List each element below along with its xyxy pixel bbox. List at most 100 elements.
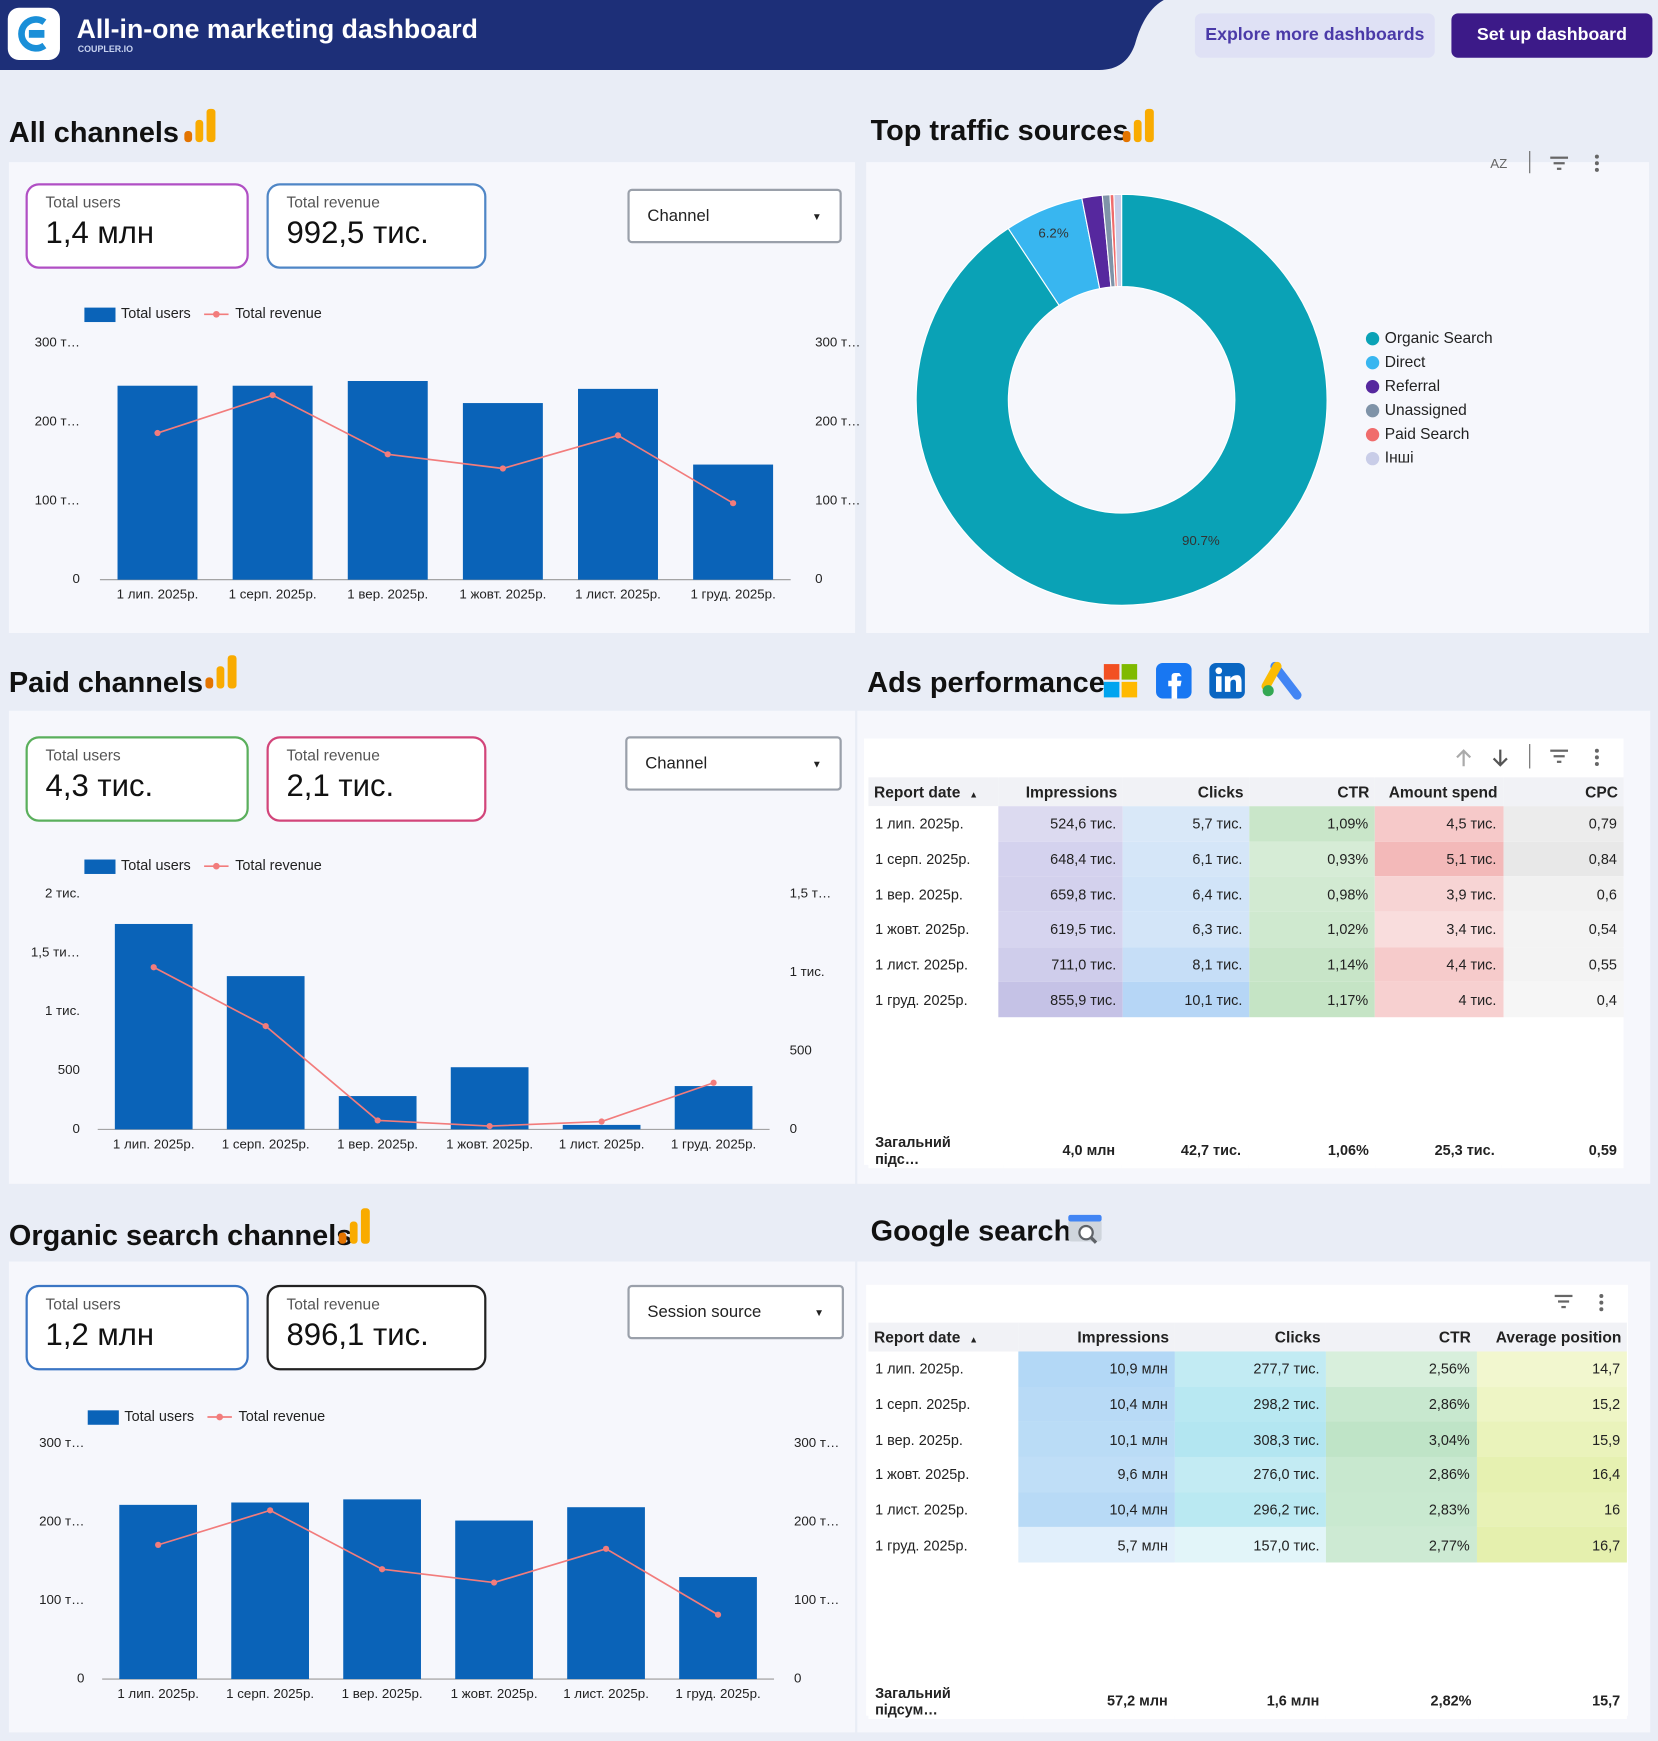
legend-swatch <box>213 310 220 318</box>
kpi-label: Total users <box>45 193 121 211</box>
column-header: Amount spend <box>1374 777 1504 807</box>
legend-swatch <box>1365 380 1380 394</box>
dropdown[interactable]: Channel ▼ <box>625 736 842 791</box>
kpi-label: Total revenue <box>286 1294 380 1313</box>
legend-label: Unassigned <box>1385 402 1467 419</box>
table-cell: 619,5 тис. <box>998 911 1123 947</box>
table-cell: 2,86% <box>1326 1386 1477 1422</box>
table-cell: 524,6 тис. <box>998 806 1123 842</box>
kpi-card: Total revenue 992,5 тис. <box>266 183 487 269</box>
x-tick-label: 1 лист. 2025р. <box>559 1136 645 1151</box>
bar <box>455 1520 533 1680</box>
y-tick-label: 500 <box>790 1042 812 1057</box>
x-tick-label: 1 вер. 2025р. <box>347 587 428 602</box>
bar <box>462 403 543 580</box>
x-tick-label: 1 лип. 2025р. <box>117 587 199 602</box>
setup-button[interactable]: Set up dashboard <box>1451 13 1653 58</box>
line-point <box>155 1541 162 1548</box>
column-header: Report date ▲ <box>868 1322 1019 1352</box>
total-cell: 1,6 млн <box>1174 1683 1327 1719</box>
section-title: Google search <box>870 1213 1072 1248</box>
y-tick-label: 100 т… <box>35 492 80 507</box>
header-bar <box>0 0 1164 70</box>
pie-slice <box>915 193 1328 606</box>
legend-swatch <box>1365 332 1380 346</box>
table-cell: 308,3 тис. <box>1174 1421 1327 1458</box>
bar <box>567 1507 645 1680</box>
table-cell: 1 вер. 2025р. <box>868 876 999 912</box>
total-cell: 57,2 млн <box>1023 1683 1175 1719</box>
header-text: Clicks <box>1197 782 1244 801</box>
x-tick-label: 1 лист. 2025р. <box>575 587 661 602</box>
table-cell: 10,1 млн <box>1018 1421 1175 1458</box>
header-row: Report date ▲ Impressions Clicks CTR Amount s… <box>868 777 1624 807</box>
column-header: Impressions <box>1018 1322 1175 1352</box>
y-tick-label: 300 т… <box>794 1435 839 1450</box>
table-cell: 5,1 тис. <box>1374 841 1504 877</box>
table-cell: 3,4 тис. <box>1374 911 1504 947</box>
column-header: Impressions <box>998 777 1123 807</box>
slice-label: 90.7% <box>1182 533 1220 548</box>
column-header: CPC <box>1503 777 1624 807</box>
table-cell: 276,0 тис. <box>1174 1457 1327 1493</box>
y-tick-label: 0 <box>815 571 822 586</box>
table-cell: 8,1 тис. <box>1122 946 1250 983</box>
bar <box>674 1086 753 1130</box>
table-cell: 1 груд. 2025р. <box>868 1527 1019 1563</box>
y-tick-label: 200 т… <box>815 414 860 429</box>
line-point <box>486 1122 493 1130</box>
total-cell: 0,59 <box>1501 1132 1624 1168</box>
line-point <box>374 1117 381 1124</box>
table-row: 1 лист. 2025р. 10,4 млн 296,2 тис. 2,83% 16 <box>868 1492 1627 1528</box>
dropdown[interactable]: Session source ▼ <box>627 1284 844 1340</box>
sort-arrow: ▲ <box>969 1334 979 1345</box>
bar <box>232 385 313 580</box>
kpi-value: 4,3 тис. <box>45 768 154 803</box>
data-table: Report date ▲ Impressions Clicks CTR Average … <box>868 1322 1627 1563</box>
kpi-value: 2,1 тис. <box>286 768 395 803</box>
line-point <box>154 429 161 437</box>
table-cell: 0,6 <box>1503 876 1624 912</box>
table-row: 1 груд. 2025р. 855,9 тис. 10,1 тис. 1,17% 4 … <box>868 982 1624 1018</box>
explore-button[interactable]: Explore more dashboards <box>1194 13 1435 58</box>
table-cell: 4,4 тис. <box>1374 946 1504 983</box>
table-row: 1 серп. 2025р. 648,4 тис. 6,1 тис. 0,93% 5,1… <box>868 841 1624 877</box>
dropdown[interactable]: Channel ▼ <box>627 188 842 244</box>
table-cell: 0,4 <box>1503 982 1624 1018</box>
dropdown-caret: ▼ <box>811 757 822 770</box>
table-cell: 2,77% <box>1326 1527 1477 1563</box>
x-tick-label: 1 вер. 2025р. <box>342 1686 423 1701</box>
x-tick-label: 1 жовт. 2025р. <box>451 1686 538 1701</box>
table-cell: 6,1 тис. <box>1122 841 1250 877</box>
kpi-card: Total users 4,3 тис. <box>25 736 249 822</box>
y-tick-label: 0 <box>73 1121 80 1136</box>
bar <box>693 464 774 580</box>
data-table: Report date ▲ Impressions Clicks CTR Amount s… <box>868 777 1624 1018</box>
table-row: 1 лип. 2025р. 10,9 млн 277,7 тис. 2,56% 14,7 <box>868 1351 1627 1387</box>
pie-slice <box>1113 193 1123 288</box>
section-title: Top traffic sources <box>870 113 1129 147</box>
line-point <box>150 964 157 971</box>
y-tick-label: 1,5 ти… <box>31 944 80 959</box>
x-tick-label: 1 груд. 2025р. <box>671 1136 756 1151</box>
y-tick-label: 1,5 т… <box>790 885 832 900</box>
table-cell: 659,8 тис. <box>998 876 1123 912</box>
column-header: Clicks <box>1122 777 1250 807</box>
header-text: Report date <box>873 1328 961 1346</box>
legend-label: Total users <box>124 1409 194 1425</box>
table-cell: 0,55 <box>1503 946 1624 983</box>
table-row: 1 серп. 2025р. 10,4 млн 298,2 тис. 2,86% 15,… <box>868 1386 1627 1422</box>
table-row: 1 жовт. 2025р. 9,6 млн 276,0 тис. 2,86% 16,4 <box>868 1457 1627 1493</box>
line-point <box>499 465 506 472</box>
table-cell: 298,2 тис. <box>1174 1386 1327 1422</box>
table-cell: 10,9 млн <box>1018 1351 1175 1387</box>
table-cell: 648,4 тис. <box>998 841 1123 877</box>
y-tick-label: 300 т… <box>35 335 80 350</box>
y-tick-label: 2 тис. <box>45 885 80 900</box>
y-tick-label: 500 <box>58 1062 80 1077</box>
total-cell: 1,06% <box>1247 1132 1376 1168</box>
table-cell: 1 лист. 2025р. <box>868 1492 1019 1528</box>
legend-label: Total revenue <box>235 306 322 322</box>
x-tick-label: 1 серп. 2025р. <box>226 1686 314 1701</box>
